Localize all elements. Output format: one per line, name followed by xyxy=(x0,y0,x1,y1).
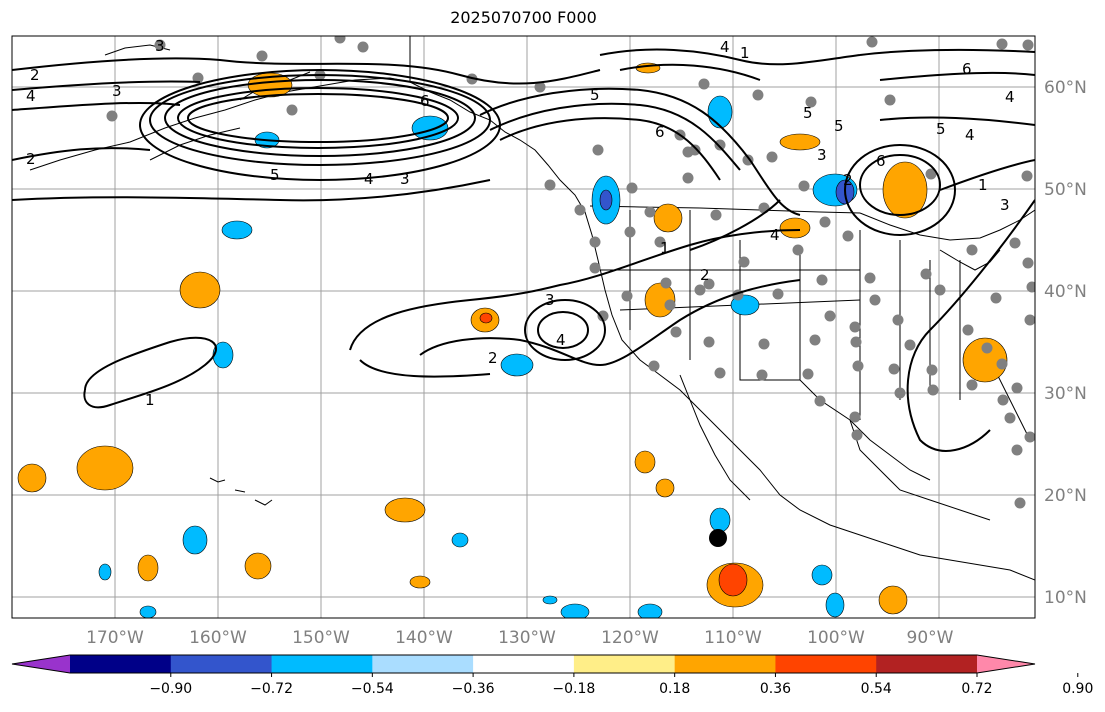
lat-tick: 10°N xyxy=(1044,588,1087,608)
lat-tick: 20°N xyxy=(1044,486,1087,506)
lon-tick: 100°W xyxy=(807,628,865,648)
contour-label: 5 xyxy=(803,104,813,122)
colorbar-tick-label: 0.18 xyxy=(659,681,690,697)
colorbar-tick-label: −0.18 xyxy=(552,681,595,697)
lon-tick: 120°W xyxy=(601,628,659,648)
contour-label: 2 xyxy=(26,150,36,168)
contour-label: 4 xyxy=(720,38,730,56)
colorbar-segment xyxy=(372,655,474,673)
colorbar-tick-label: 0.54 xyxy=(861,681,892,697)
station-dots xyxy=(106,36,1035,509)
contour-label: 6 xyxy=(420,92,430,110)
coastlines xyxy=(29,36,1035,581)
lon-tick: 140°W xyxy=(395,628,453,648)
latitude-labels: 60°N 50°N 40°N 30°N 20°N 10°N xyxy=(1044,78,1087,608)
lon-tick: 90°W xyxy=(907,628,954,648)
contour-label: 2 xyxy=(30,66,40,84)
lat-tick: 40°N xyxy=(1044,282,1087,302)
contour-label: 4 xyxy=(1005,88,1015,106)
colorbar-extend-high xyxy=(977,655,1035,673)
contour-label: 2 xyxy=(843,171,853,189)
contour-label: 4 xyxy=(364,170,374,188)
contour-label: 1 xyxy=(660,239,670,257)
colorbar-outline xyxy=(11,654,1036,674)
contour-label: 4 xyxy=(556,331,566,349)
contour-label: 3 xyxy=(112,82,122,100)
contour-label: 1 xyxy=(978,176,988,194)
contour-label: 4 xyxy=(965,126,975,144)
lon-tick: 170°W xyxy=(86,628,144,648)
contour-label: 2 xyxy=(700,266,710,284)
lat-tick: 30°N xyxy=(1044,384,1087,404)
contour-label: 4 xyxy=(26,87,36,105)
lon-tick: 160°W xyxy=(189,628,247,648)
colorbar: −0.90 −0.72 −0.54 −0.36 −0.18 0.18 0.36 0.54 0.7… xyxy=(11,654,1093,697)
colorbar-extend-low xyxy=(12,655,70,673)
contour-labels: 2 3 4 5 6 1 2 3 4 5 6 4 3 5 4 1 2 3 4 2 … xyxy=(26,37,1015,409)
contour-label: 1 xyxy=(740,44,750,62)
colorbar-segment xyxy=(674,655,776,673)
contours xyxy=(12,48,1035,452)
colorbar-segment xyxy=(775,655,877,673)
lon-tick: 150°W xyxy=(292,628,350,648)
colorbar-segment xyxy=(473,655,575,673)
contour-label: 5 xyxy=(834,117,844,135)
contour-label: 3 xyxy=(545,291,555,309)
contour-label: 3 xyxy=(400,170,410,188)
anomaly-shading xyxy=(17,62,1008,618)
colorbar-tick-label: 0.72 xyxy=(961,681,992,697)
lat-tick: 50°N xyxy=(1044,180,1087,200)
contour-label: 5 xyxy=(270,166,280,184)
colorbar-segment xyxy=(271,655,373,673)
map-frame xyxy=(11,35,1036,619)
colorbar-tick-label: 0.90 xyxy=(1062,681,1093,697)
contour-label: 6 xyxy=(876,152,886,170)
contour-label: 3 xyxy=(155,37,165,55)
contour-label: 5 xyxy=(590,86,600,104)
colorbar-tick-label: −0.90 xyxy=(149,681,192,697)
map-title: 2025070700 F000 xyxy=(450,8,597,27)
contour-label: 6 xyxy=(962,60,972,78)
colorbar-segment xyxy=(876,655,978,673)
contour-label: 4 xyxy=(770,226,780,244)
contour-label: 6 xyxy=(655,123,665,141)
longitude-labels: 170°W 160°W 150°W 140°W 130°W 120°W 110°… xyxy=(86,628,954,648)
contour-label: 3 xyxy=(817,146,827,164)
colorbar-tick-label: −0.72 xyxy=(250,681,293,697)
colorbar-tick-label: −0.36 xyxy=(452,681,495,697)
contour-label: 5 xyxy=(936,120,946,138)
colorbar-segment xyxy=(573,655,676,673)
colorbar-tick-label: 0.36 xyxy=(760,681,791,697)
lon-tick: 110°W xyxy=(704,628,762,648)
colorbar-segment xyxy=(170,655,273,673)
lat-tick: 60°N xyxy=(1044,78,1087,98)
contour-label: 3 xyxy=(1000,196,1010,214)
colorbar-segment xyxy=(70,655,172,673)
storm-marker xyxy=(709,529,727,547)
contour-label: 2 xyxy=(488,349,498,367)
colorbar-tick-label: −0.54 xyxy=(351,681,394,697)
contour-label: 1 xyxy=(145,391,155,409)
lon-tick: 130°W xyxy=(498,628,556,648)
